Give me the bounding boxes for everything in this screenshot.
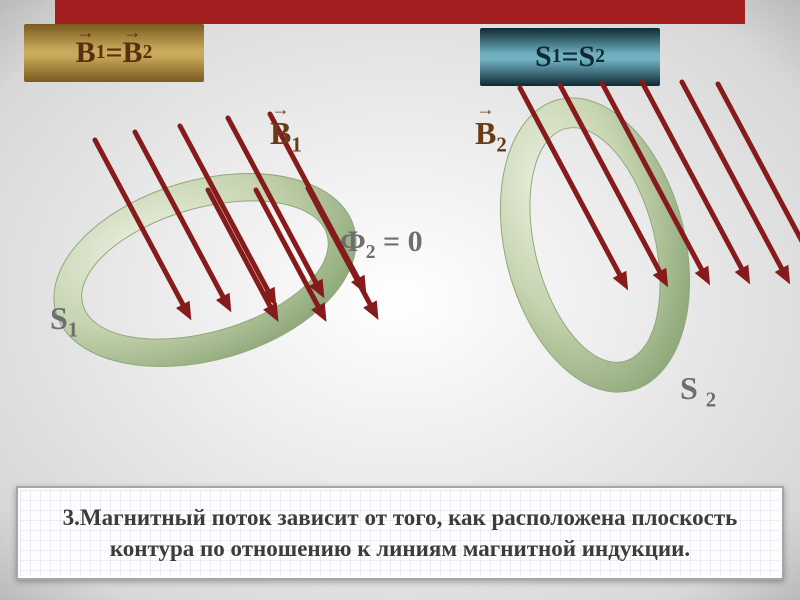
top-accent-bar [55, 0, 745, 24]
caption-text: 3.Магнитный поток зависит от того, как р… [48, 502, 752, 564]
label-S1: S1 [50, 300, 78, 342]
label-Phi: Ф2 = 0 [340, 225, 423, 264]
badge-b1-sub: 1 [96, 42, 106, 64]
label-S2: S 2 [680, 370, 716, 412]
badge-b2-sub: 2 [143, 42, 153, 64]
badge-eq1: = [105, 36, 122, 70]
label-B1: →B1 [270, 115, 302, 157]
label-B2: →B2 [475, 115, 507, 157]
badge-b-equals: →B1 = →B2 [24, 24, 204, 82]
badge-b2: B [123, 36, 143, 69]
ring-left [12, 142, 398, 398]
caption-box: 3.Магнитный поток зависит от того, как р… [16, 486, 784, 580]
badge-b1: B [76, 36, 96, 69]
